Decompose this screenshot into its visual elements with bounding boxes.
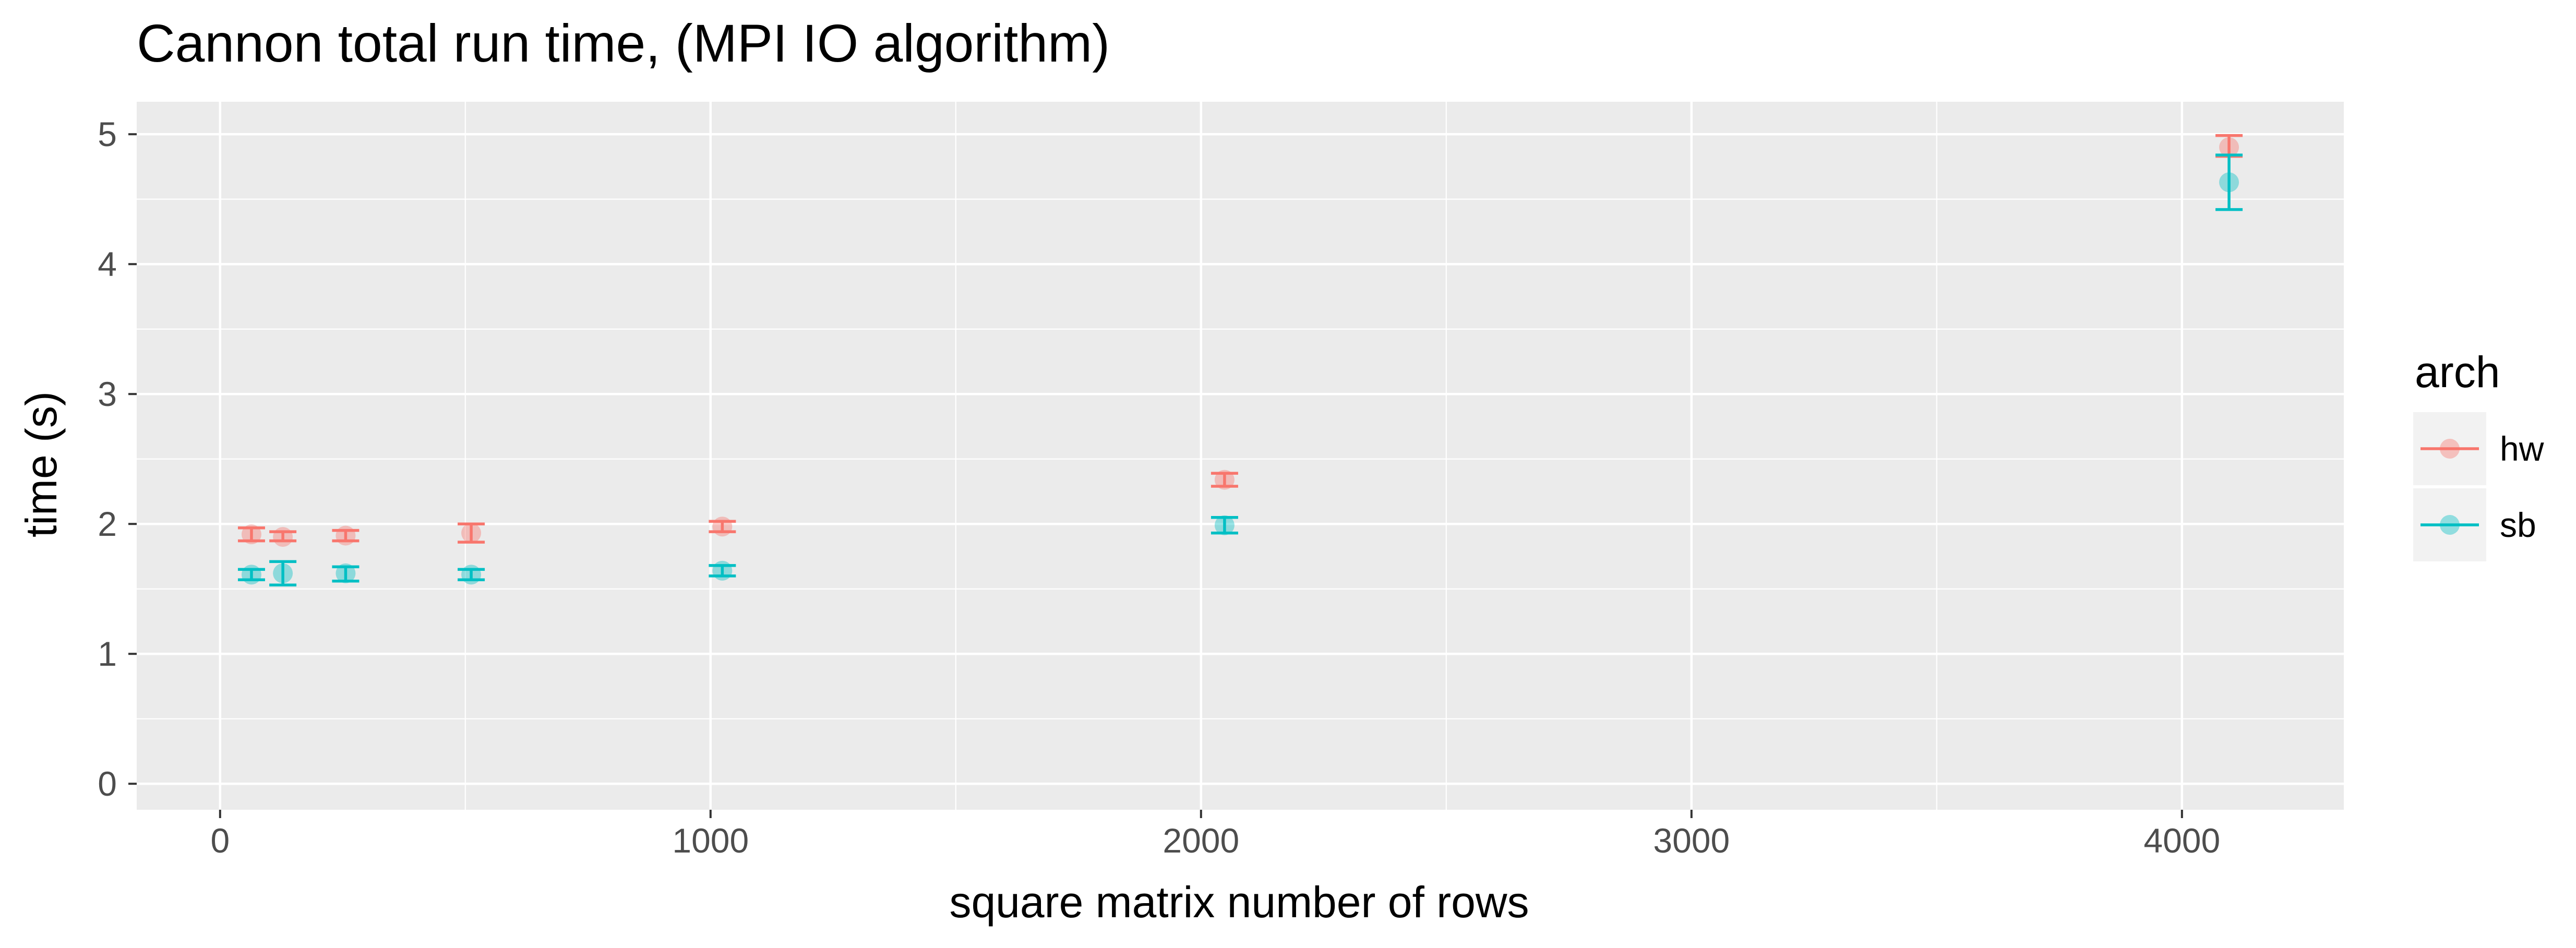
legend: arch hw sb <box>2413 347 2544 561</box>
y-tick-label: 1 <box>98 634 117 673</box>
data-marks <box>237 134 2243 586</box>
series-hw <box>237 134 2243 547</box>
error-bar <box>237 526 265 543</box>
error-bar <box>237 568 265 582</box>
x-tick-label: 0 <box>210 821 230 860</box>
error-bar <box>2215 153 2243 211</box>
x-tick-label: 3000 <box>1653 821 1730 860</box>
chart-title: Cannon total run time, (MPI IO algorithm… <box>137 14 1110 73</box>
y-tick-label: 4 <box>98 245 117 283</box>
error-bar <box>709 564 736 578</box>
error-bar <box>458 568 485 582</box>
x-axis-title: square matrix number of rows <box>949 878 1529 927</box>
y-tick-label: 0 <box>98 764 117 803</box>
error-bar <box>1211 472 1238 488</box>
legend-label-hw: hw <box>2500 429 2544 468</box>
error-bar <box>269 530 297 543</box>
y-tick-label: 2 <box>98 505 117 543</box>
x-axis-ticks: 0 1000 2000 3000 4000 <box>210 810 2220 860</box>
error-bar <box>332 565 360 583</box>
error-bar <box>332 529 360 543</box>
plot-panel <box>137 102 2344 810</box>
y-axis-title: time (s) <box>17 391 66 537</box>
error-bar <box>709 520 736 533</box>
legend-key-point <box>2440 515 2460 535</box>
y-tick-label: 3 <box>98 375 117 413</box>
legend-key-hw: hw <box>2413 412 2544 485</box>
x-tick-label: 1000 <box>672 821 749 860</box>
x-tick-label: 2000 <box>1163 821 1239 860</box>
y-axis-ticks: 0 1 2 3 4 5 <box>98 115 137 803</box>
series-sb <box>237 153 2243 586</box>
panel-background <box>137 102 2344 810</box>
legend-title: arch <box>2415 347 2500 397</box>
error-bar <box>269 560 297 586</box>
legend-key-point <box>2440 439 2460 459</box>
grid-lines <box>137 102 2344 810</box>
error-bar <box>1211 516 1238 535</box>
x-tick-label: 4000 <box>2143 821 2220 860</box>
error-bar <box>458 522 485 544</box>
legend-key-sb: sb <box>2413 488 2536 561</box>
legend-label-sb: sb <box>2500 506 2536 544</box>
y-tick-label: 5 <box>98 115 117 153</box>
